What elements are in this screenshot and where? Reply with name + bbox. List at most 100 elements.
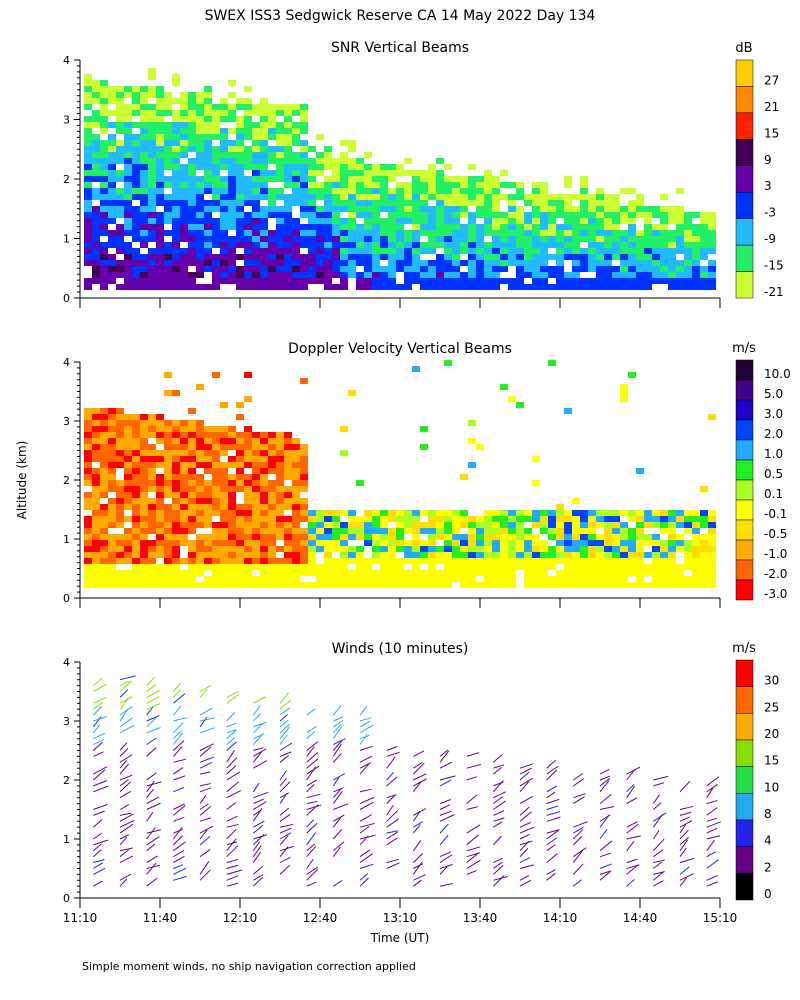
- snr-cell: [92, 224, 100, 230]
- wind-barb: [119, 823, 134, 834]
- snr-cell: [324, 206, 332, 212]
- snr-cell: [636, 242, 644, 248]
- snr-cell: [596, 260, 604, 266]
- snr-cell: [444, 248, 452, 254]
- doppler-cell: [476, 558, 484, 564]
- snr-cell: [708, 272, 716, 278]
- doppler-cell: [196, 462, 204, 468]
- doppler-cell: [580, 570, 588, 576]
- snr-cell: [156, 194, 164, 200]
- doppler-cell: [660, 576, 668, 582]
- doppler-cell: [84, 504, 92, 510]
- snr-cell: [292, 182, 300, 188]
- snr-cell: [228, 278, 236, 284]
- snr-cell: [372, 224, 380, 230]
- snr-cell: [92, 80, 100, 86]
- wind-barb: [546, 759, 556, 769]
- wind-barb: [172, 705, 182, 716]
- snr-cell: [300, 278, 308, 284]
- snr-cell: [252, 176, 260, 182]
- wind-barb: [653, 849, 664, 858]
- snr-cell: [140, 116, 148, 122]
- snr-cell: [172, 80, 180, 86]
- doppler-cell: [276, 438, 284, 444]
- wind-barb: [706, 839, 716, 852]
- doppler-cell: [156, 480, 164, 486]
- doppler-cell: [372, 534, 380, 540]
- doppler-cell: [228, 456, 236, 462]
- snr-cell: [124, 128, 132, 134]
- wind-barb: [706, 817, 717, 822]
- doppler-cell: [308, 522, 316, 528]
- snr-cell: [308, 194, 316, 200]
- snr-cell: [444, 242, 452, 248]
- doppler-cell: [100, 564, 108, 570]
- doppler-cell: [500, 552, 508, 558]
- snr-cell: [300, 194, 308, 200]
- doppler-cell: [628, 534, 636, 540]
- snr-cell: [500, 242, 508, 248]
- snr-cell: [84, 116, 92, 122]
- doppler-cell: [340, 552, 348, 558]
- doppler-cell: [612, 564, 620, 570]
- snr-cell: [484, 284, 492, 290]
- doppler-cell: [164, 456, 172, 462]
- doppler-cell: [84, 552, 92, 558]
- doppler-cell: [132, 444, 140, 450]
- snr-cell: [228, 170, 236, 176]
- doppler-cell: [188, 456, 196, 462]
- doppler-cell: [164, 504, 172, 510]
- snr-cell: [284, 170, 292, 176]
- snr-cell: [572, 224, 580, 230]
- snr-cell: [660, 278, 668, 284]
- snr-cell: [300, 122, 308, 128]
- snr-cell: [516, 254, 524, 260]
- snr-cell: [196, 116, 204, 122]
- snr-cell: [268, 128, 276, 134]
- wind-barb: [119, 813, 134, 822]
- doppler-cell: [164, 426, 172, 432]
- wind-barb: [626, 841, 635, 852]
- doppler-cell: [116, 432, 124, 438]
- doppler-cell: [268, 504, 276, 510]
- snr-cell: [172, 98, 180, 104]
- wind-barb: [119, 754, 133, 763]
- doppler-cell: [596, 570, 604, 576]
- doppler-cell: [340, 546, 348, 552]
- wind-barb: [93, 832, 103, 840]
- snr-cell: [108, 260, 116, 266]
- doppler-cell: [268, 462, 276, 468]
- doppler-cell: [204, 576, 212, 582]
- doppler-cell: [284, 564, 292, 570]
- snr-cell: [84, 146, 92, 152]
- snr-cell: [212, 266, 220, 272]
- snr-cell: [452, 236, 460, 242]
- snr-cell: [220, 206, 228, 212]
- wind-barb: [226, 845, 239, 858]
- snr-cell: [116, 224, 124, 230]
- doppler-cell: [172, 558, 180, 564]
- snr-cell: [612, 236, 620, 242]
- snr-cell: [388, 266, 396, 272]
- snr-cell: [700, 254, 708, 260]
- snr-cell: [212, 260, 220, 266]
- doppler-cell: [156, 540, 164, 546]
- doppler-cell: [596, 552, 604, 558]
- doppler-cell: [164, 534, 172, 540]
- doppler-cell: [228, 540, 236, 546]
- snr-cell: [260, 236, 268, 242]
- colorbar-label: 3: [764, 179, 772, 193]
- snr-cell: [284, 278, 292, 284]
- snr-cell: [292, 218, 300, 224]
- doppler-cell: [220, 528, 228, 534]
- snr-cell: [300, 212, 308, 218]
- wind-barb: [146, 827, 156, 840]
- wind-barb: [279, 864, 291, 875]
- doppler-cell: [708, 522, 716, 528]
- snr-cell: [252, 284, 260, 290]
- doppler-cell: [572, 534, 580, 540]
- doppler-cell: [556, 516, 564, 522]
- snr-cell: [172, 110, 180, 116]
- snr-cell: [484, 206, 492, 212]
- snr-cell: [508, 284, 516, 290]
